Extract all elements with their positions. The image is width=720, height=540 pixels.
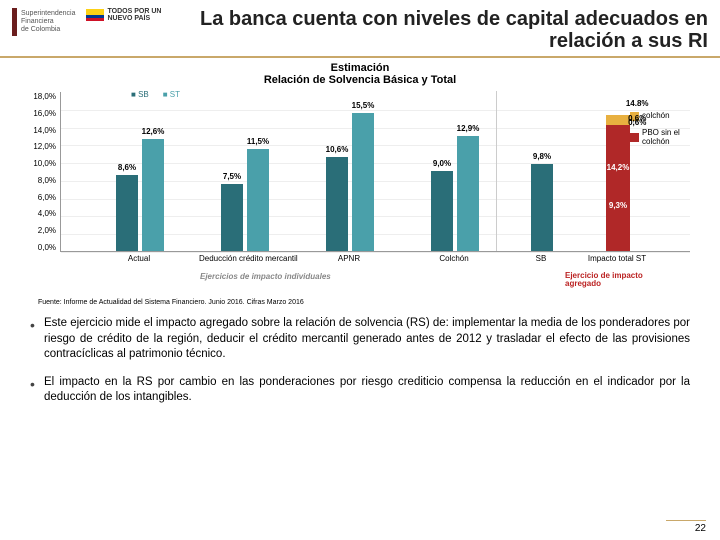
bar-st-aggregate: 14,2%9,3%0,6%0,6%14.8% (606, 114, 630, 251)
stack-colchon-2: 0,6%14.8% (606, 114, 630, 119)
y-tick: 10,0% (20, 159, 56, 168)
bar-label: 8,6% (118, 163, 136, 172)
bar-sb: 7,5% (221, 184, 243, 251)
y-tick: 4,0% (20, 209, 56, 218)
logo1-line2: Financiera (21, 18, 76, 26)
y-tick: 8,0% (20, 176, 56, 185)
section-aggregate: Ejercicio de impacto agregado (565, 272, 655, 288)
logo2-line2: NUEVO PAÍS (108, 15, 162, 22)
header: Superintendencia Financiera de Colombia … (0, 0, 720, 58)
y-tick: 6,0% (20, 193, 56, 202)
bar-group: 7,5%11,5% (221, 149, 269, 251)
flag-icon (86, 9, 104, 21)
bar-label: 9,8% (533, 152, 551, 161)
section-individual: Ejercicios de impacto individuales (200, 272, 331, 281)
y-tick: 2,0% (20, 226, 56, 235)
stack-pbo: 14,2%9,3% (606, 125, 630, 251)
logo-bar-icon (12, 8, 17, 36)
bar-sb: 10,6% (326, 157, 348, 251)
x-label: Actual (94, 254, 184, 263)
y-tick: 0,0% (20, 243, 56, 252)
stack-colchon-1: 0,6% (606, 119, 630, 124)
logo-superfinanciera: Superintendencia Financiera de Colombia (12, 8, 76, 36)
swatch-pbo-icon (630, 133, 639, 142)
y-axis: 18,0% 16,0% 14,0% 12,0% 10,0% 8,0% 6,0% 4,0% 2,0… (20, 92, 56, 252)
bar-st: 12,6% (142, 139, 164, 251)
bullet-1: Este ejercicio mide el impacto agregado … (30, 316, 690, 363)
y-tick: 12,0% (20, 142, 56, 151)
x-label: SB (536, 254, 547, 263)
chart-plot: SB ST colchón PBO sin el colchón 8,6%12,… (60, 92, 690, 252)
source-text: Fuente: Informe de Actualidad del Sistem… (38, 299, 720, 306)
bar-sb: 9,0% (431, 171, 453, 251)
bar-label: 7,5% (223, 172, 241, 181)
bar-label: 11,5% (247, 137, 269, 146)
bar-group: 9,0%12,9% (431, 136, 479, 251)
logo-nuevo-pais: TODOS POR UN NUEVO PAÍS (86, 8, 162, 22)
chart-divider (496, 91, 497, 251)
bar-group: 8,6%12,6% (116, 139, 164, 251)
legend-top: SB ST (131, 90, 180, 99)
chart-subtitle: Estimación Relación de Solvencia Básica … (0, 62, 720, 86)
bar-label: 9,0% (433, 159, 451, 168)
logo1-line3: de Colombia (21, 26, 76, 34)
bar-label: 15,5% (352, 101, 375, 110)
legend-sb: SB (131, 90, 149, 99)
x-label: APNR (304, 254, 394, 263)
y-tick: 16,0% (20, 109, 56, 118)
bar-label: 12,9% (457, 124, 480, 133)
bar-st: 12,9% (457, 136, 479, 251)
bar-group: 10,6%15,5% (326, 113, 374, 251)
x-axis-labels: Actual Deducción crédito mercantil APNR Col… (60, 254, 690, 272)
logo1-line1: Superintendencia (21, 10, 76, 18)
x-label: Impacto total ST (577, 254, 657, 263)
x-label: Colchón (409, 254, 499, 263)
bar-sb-aggregate: 9,8% (531, 164, 553, 251)
bar-st: 11,5% (247, 149, 269, 251)
subtitle-line2: Relación de Solvencia Básica y Total (0, 74, 720, 86)
legend-pbo: PBO sin el colchón (642, 129, 694, 147)
page-title: La banca cuenta con niveles de capital a… (171, 8, 708, 52)
legend-st: ST (163, 90, 180, 99)
bar-sb: 8,6% (116, 175, 138, 251)
bar-st: 15,5% (352, 113, 374, 251)
y-tick: 18,0% (20, 92, 56, 101)
page-number: 22 (666, 520, 706, 534)
solvency-chart: 18,0% 16,0% 14,0% 12,0% 10,0% 8,0% 6,0% 4,0% 2,0… (20, 92, 700, 287)
subtitle-line1: Estimación (0, 62, 720, 74)
y-tick: 14,0% (20, 126, 56, 135)
logo2-line1: TODOS POR UN (108, 8, 162, 15)
bar-label: 10,6% (326, 145, 349, 154)
bullet-list: Este ejercicio mide el impacto agregado … (0, 316, 720, 406)
bar-label: 12,6% (142, 127, 165, 136)
bullet-2: El impacto en la RS por cambio en las po… (30, 375, 690, 406)
x-label: Deducción crédito mercantil (199, 254, 289, 263)
